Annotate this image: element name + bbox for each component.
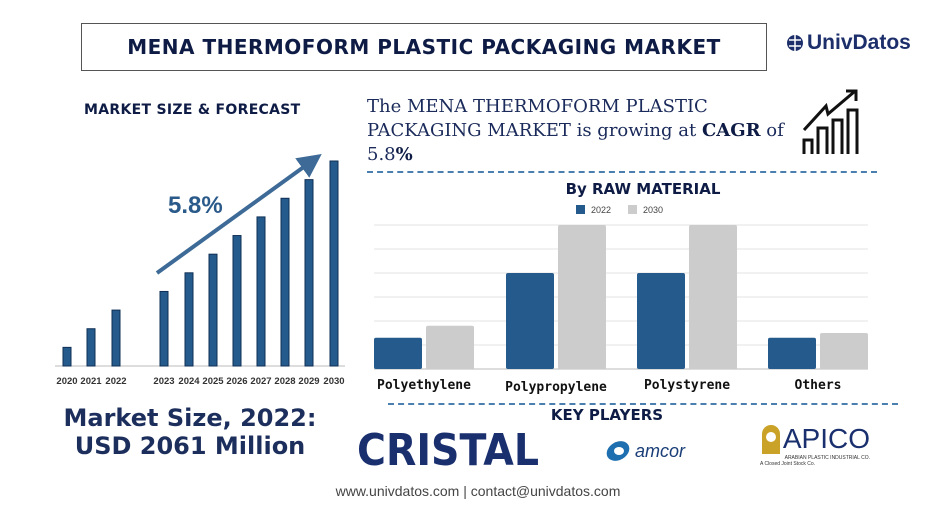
forecast-bar-2028: [280, 197, 290, 367]
footer-contact: www.univdatos.com | contact@univdatos.co…: [335, 483, 621, 499]
amcor-symbol-icon: [606, 441, 630, 461]
bar-polypropylene-2030: [558, 225, 606, 369]
amcor-logo: amcor: [605, 438, 685, 464]
legend-label-2022: 2022: [591, 205, 611, 215]
legend-label-2030: 2030: [643, 205, 663, 215]
cagr-summary: The MENA THERMOFORM PLASTIC PACKAGING MA…: [367, 95, 807, 167]
forecast-bar-2029: [304, 179, 314, 367]
forecast-bar-2024: [184, 272, 194, 367]
year-label-2021: 2021: [80, 376, 102, 387]
univdatos-logo: UnivDatos: [786, 31, 911, 55]
growth-chart-icon: [802, 89, 859, 154]
cagr-label: 5.8%: [168, 192, 223, 219]
page-title: MENA THERMOFORM PLASTIC PACKAGING MARKET: [127, 35, 721, 59]
growth-arrow: [155, 153, 322, 275]
summary-percent: %: [395, 144, 413, 165]
year-label-2029: 2029: [298, 376, 319, 387]
apico-subtitle: ARABIAN PLASTIC INDUSTRIAL CO.: [784, 455, 870, 461]
legend-swatch-2030: [628, 205, 637, 214]
year-label-2026: 2026: [226, 376, 247, 387]
forecast-bar-2022: [111, 309, 121, 367]
market-size-value: USD 2061 Million: [74, 432, 306, 460]
bar-polystyrene-2022: [637, 273, 685, 369]
category-label-polystyrene: Polystyrene: [644, 378, 730, 393]
category-label-polyethylene: Polyethylene: [377, 378, 471, 393]
bar-polyethylene-2030: [426, 325, 474, 369]
year-label-2025: 2025: [202, 376, 224, 387]
chart-title: By RAW MATERIAL: [566, 180, 721, 198]
year-label-2024: 2024: [178, 376, 200, 387]
market-size: Market Size, 2022: USD 2061 Million: [50, 404, 330, 460]
year-label-2027: 2027: [250, 376, 271, 387]
divider: [388, 403, 898, 405]
year-label-2022: 2022: [105, 376, 126, 387]
apico-symbol-icon: [762, 425, 780, 454]
cristal-logo: CRISTAL: [357, 425, 539, 472]
globe-icon: [787, 35, 803, 51]
year-label-2030: 2030: [323, 376, 344, 387]
summary-of: of: [760, 120, 784, 141]
apico-logo: APICO ARABIAN PLASTIC INDUSTRIAL CO. A C…: [760, 423, 870, 467]
forecast-bar-2030: [329, 160, 339, 367]
divider: [367, 171, 877, 173]
forecast-bar-2023: [159, 290, 169, 367]
cagr-word: CAGR: [701, 120, 761, 141]
market-size-label: Market Size, 2022:: [63, 404, 317, 432]
forecast-bar-2026: [232, 235, 242, 367]
forecast-bar-2025: [208, 253, 218, 367]
summary-text: The MENA THERMOFORM PLASTIC PACKAGING MA…: [367, 96, 708, 141]
legend-swatch-2022: [576, 205, 585, 214]
brand-name: UnivDatos: [807, 31, 911, 54]
bar-others-2030: [820, 333, 868, 369]
bar-polyethylene-2022: [374, 337, 422, 369]
raw-material-chart: By RAW MATERIAL 2022 2030 Polyethylene Po…: [374, 180, 868, 395]
key-players-heading: KEY PLAYERS: [550, 406, 664, 424]
year-label-2023: 2023: [153, 376, 174, 387]
bar-others-2022: [768, 337, 816, 369]
year-label-2028: 2028: [274, 376, 295, 387]
title-box: MENA THERMOFORM PLASTIC PACKAGING MARKET: [81, 23, 767, 71]
category-label-polypropylene: Polypropylene: [505, 380, 607, 395]
forecast-bar-2021: [86, 328, 96, 367]
category-label-others: Others: [795, 378, 842, 393]
forecast-chart: 5.8% 2020 2021 2022 2023 2024 2025 2026 2027 202…: [55, 153, 345, 387]
forecast-bar-2020: [62, 346, 72, 367]
bar-polypropylene-2022: [506, 273, 554, 369]
svg-text:CRISTAL: CRISTAL: [357, 425, 539, 472]
section-heading-forecast: MARKET SIZE & FORECAST: [84, 102, 301, 118]
summary-value: 5.8: [367, 144, 396, 165]
forecast-bar-2027: [256, 216, 266, 367]
apico-subtitle-2: A Closed Joint Stock Co.: [760, 461, 816, 467]
year-label-2020: 2020: [56, 376, 77, 387]
bar-polystyrene-2030: [689, 225, 737, 369]
